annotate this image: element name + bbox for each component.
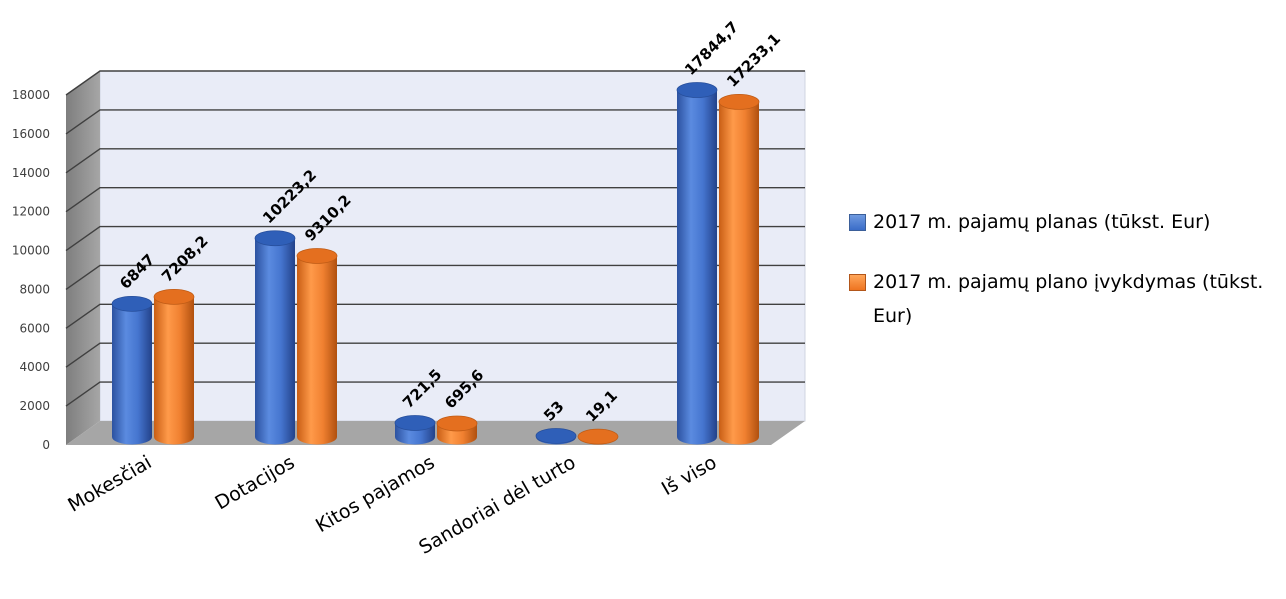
bar xyxy=(111,295,153,445)
legend-item-execution: 2017 m. pajamų plano įvykdymas (tūkst. E… xyxy=(849,265,1279,333)
x-category-label: Mokesčiai xyxy=(64,451,155,516)
x-category-label: Sandoriai dėl turto xyxy=(415,451,579,559)
bar xyxy=(436,415,478,445)
legend-swatch-execution xyxy=(849,274,866,291)
bar xyxy=(296,248,338,445)
side-wall xyxy=(66,71,100,445)
floor xyxy=(66,421,805,445)
legend: 2017 m. pajamų planas (tūkst. Eur) 2017 … xyxy=(849,205,1279,359)
x-category-label: Dotacijos xyxy=(211,451,298,514)
bar xyxy=(153,288,195,445)
gridline xyxy=(65,109,805,135)
bar xyxy=(394,415,436,445)
y-tick-label: 10000 xyxy=(12,244,50,258)
bar xyxy=(535,428,577,445)
y-tick-label: 18000 xyxy=(12,88,50,102)
gridline xyxy=(65,70,805,96)
legend-label-execution: 2017 m. pajamų plano įvykdymas (tūkst. E… xyxy=(873,271,1264,327)
bar xyxy=(577,428,619,445)
legend-swatch-plan xyxy=(849,214,866,231)
gridline xyxy=(65,303,805,329)
legend-item-plan: 2017 m. pajamų planas (tūkst. Eur) xyxy=(849,205,1279,239)
bar xyxy=(254,230,296,445)
x-category-label: Iš viso xyxy=(658,451,721,500)
y-tick-label: 0 xyxy=(42,438,50,452)
gridline xyxy=(65,186,805,213)
gridline xyxy=(65,381,805,407)
x-category-label: Kitos pajamos xyxy=(312,451,439,537)
y-tick-label: 4000 xyxy=(19,360,50,374)
y-tick-label: 8000 xyxy=(19,282,50,296)
bar xyxy=(676,82,718,445)
gridline xyxy=(65,148,805,174)
y-tick-label: 6000 xyxy=(19,321,50,335)
legend-label-plan: 2017 m. pajamų planas (tūkst. Eur) xyxy=(873,211,1211,233)
y-tick-label: 2000 xyxy=(19,399,50,413)
gridline xyxy=(65,264,805,291)
gridline xyxy=(65,225,805,252)
y-tick-label: 12000 xyxy=(12,205,50,219)
y-tick-label: 14000 xyxy=(12,166,50,180)
gridline xyxy=(65,342,805,368)
bar xyxy=(718,94,760,445)
y-tick-label: 16000 xyxy=(12,127,50,141)
